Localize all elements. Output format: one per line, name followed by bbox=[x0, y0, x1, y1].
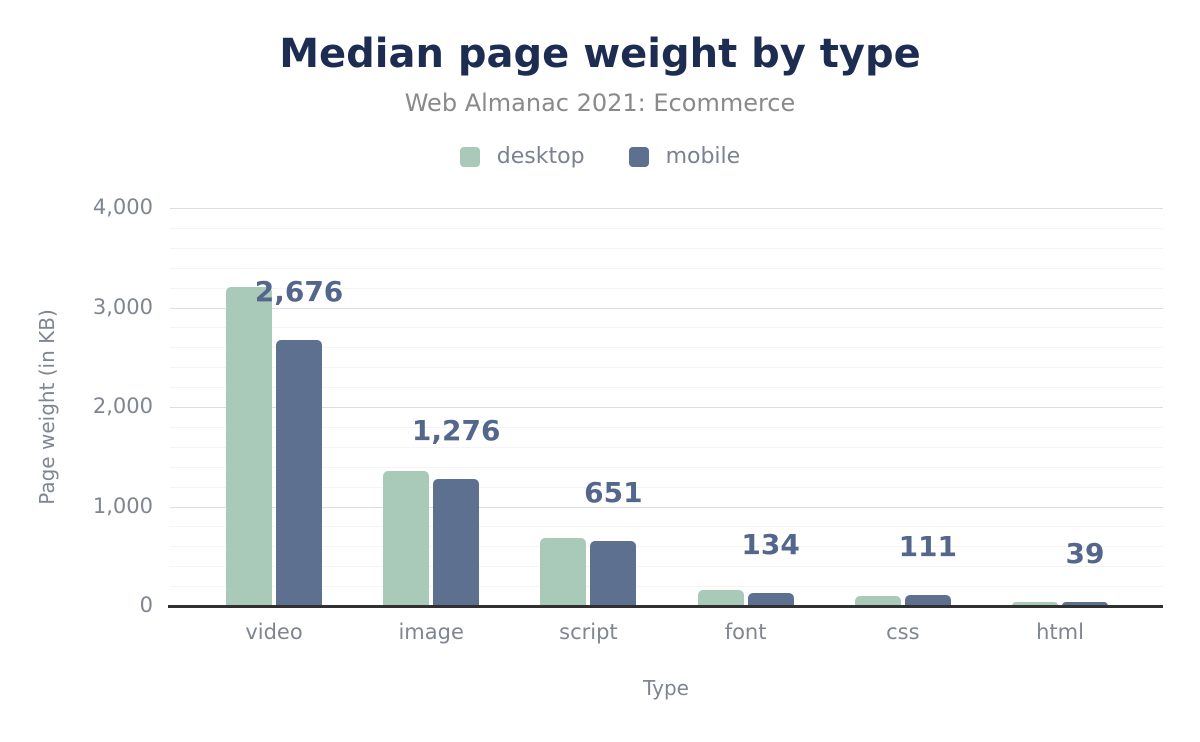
value-label-html: 39 bbox=[1065, 537, 1105, 571]
gridline-minor bbox=[170, 546, 1163, 548]
chart-subtitle: Web Almanac 2021: Ecommerce bbox=[404, 89, 796, 117]
bar-script-desktop[interactable] bbox=[540, 538, 587, 606]
chart-title: Median page weight by type bbox=[279, 31, 921, 77]
gridline-minor bbox=[170, 327, 1163, 329]
gridline-minor bbox=[170, 247, 1163, 249]
gridline-minor bbox=[170, 267, 1163, 269]
y-tick-label: 2,000 bbox=[92, 394, 153, 418]
gridline-minor bbox=[170, 387, 1163, 389]
legend-item-desktop[interactable]: desktop bbox=[459, 144, 585, 169]
gridline-minor bbox=[170, 347, 1163, 349]
x-tick-label-html: html bbox=[1036, 620, 1084, 644]
bar-css-mobile[interactable] bbox=[904, 594, 951, 606]
gridline-minor bbox=[170, 586, 1163, 588]
legend-label-mobile: mobile bbox=[665, 144, 741, 169]
value-label-image: 1,276 bbox=[411, 414, 501, 448]
x-tick-label-font: font bbox=[724, 620, 767, 644]
gridline-minor bbox=[170, 566, 1163, 568]
y-tick-label: 1,000 bbox=[92, 493, 153, 518]
value-label-css: 111 bbox=[898, 529, 958, 563]
x-tick-label-css: css bbox=[886, 620, 920, 644]
bar-html-mobile[interactable] bbox=[1062, 602, 1108, 606]
x-axis-title: Type bbox=[643, 676, 689, 700]
y-tick-label: 0 bbox=[139, 593, 153, 617]
legend-label-desktop: desktop bbox=[496, 144, 585, 169]
gridline-major bbox=[170, 307, 1163, 309]
mobile-swatch-icon bbox=[628, 147, 649, 167]
gridline-minor bbox=[170, 426, 1163, 428]
bar-image-desktop[interactable] bbox=[383, 471, 430, 606]
value-label-script: 651 bbox=[584, 476, 643, 510]
gridline-major bbox=[170, 506, 1163, 508]
value-label-video: 2,676 bbox=[254, 274, 344, 308]
bar-video-mobile[interactable] bbox=[276, 339, 322, 606]
legend-item-mobile[interactable]: mobile bbox=[628, 144, 741, 169]
x-tick-label-image: image bbox=[398, 620, 464, 644]
y-tick-label: 3,000 bbox=[92, 294, 153, 319]
gridline-major bbox=[170, 407, 1163, 408]
gridline-minor bbox=[170, 446, 1163, 448]
gridline-minor bbox=[170, 466, 1163, 468]
chart-header: Median page weight by type Web Almanac 2… bbox=[0, 0, 1200, 168]
desktop-swatch-icon bbox=[459, 147, 480, 167]
bar-font-desktop[interactable] bbox=[697, 590, 744, 606]
bar-font-mobile[interactable] bbox=[747, 592, 794, 606]
gridline-minor bbox=[170, 227, 1163, 229]
bar-script-mobile[interactable] bbox=[590, 541, 637, 606]
y-tick-label: 4,000 bbox=[92, 195, 153, 219]
bar-css-desktop[interactable] bbox=[854, 595, 901, 606]
gridline-minor bbox=[170, 486, 1163, 488]
bar-html-desktop[interactable] bbox=[1012, 601, 1058, 606]
gridline-minor bbox=[170, 526, 1163, 528]
gridline-minor bbox=[170, 287, 1163, 289]
bar-image-mobile[interactable] bbox=[433, 479, 480, 606]
bar-video-desktop[interactable] bbox=[226, 286, 272, 606]
legend: desktop mobile bbox=[0, 146, 1200, 168]
x-tick-label-video: video bbox=[245, 620, 303, 644]
x-axis-line bbox=[168, 605, 1163, 608]
gridline-major bbox=[170, 208, 1163, 209]
value-label-font: 134 bbox=[741, 527, 800, 561]
gridline-minor bbox=[170, 367, 1163, 369]
x-tick-label-script: script bbox=[559, 620, 618, 644]
